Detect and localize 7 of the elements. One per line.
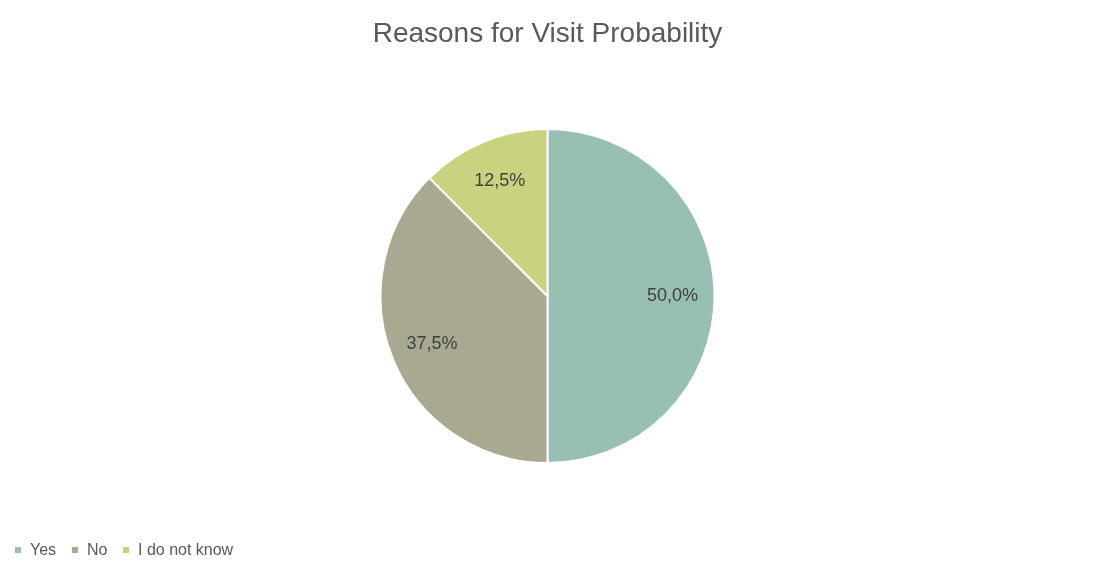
data-label: 12,5% — [474, 169, 526, 190]
legend-label: I do not know — [138, 541, 234, 558]
legend-label: No — [87, 541, 108, 558]
data-label: 37,5% — [406, 332, 458, 353]
chart-title: Reasons for Visit Probability — [372, 17, 723, 48]
data-label: 50,0% — [646, 285, 699, 305]
legend-label: Yes — [30, 541, 57, 558]
